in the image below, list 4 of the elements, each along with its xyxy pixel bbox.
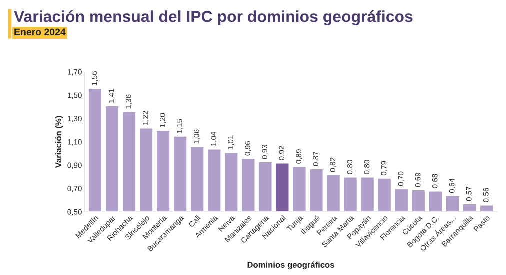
chart-subtitle: Enero 2024 [14,28,66,36]
x-axis-title: Dominios geográficos [248,262,334,270]
chart-title: Variación mensual del IPC por dominios geográficos [14,10,413,26]
y-axis-title: Variación (%) [55,116,64,168]
